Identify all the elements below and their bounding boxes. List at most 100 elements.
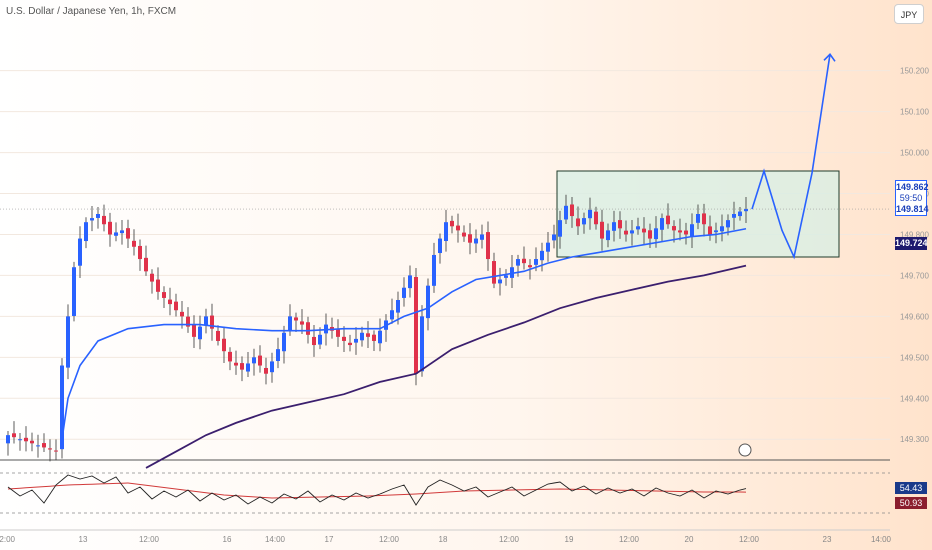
- candle-body: [246, 363, 250, 372]
- candle-body: [264, 367, 268, 374]
- candle-body: [510, 267, 514, 278]
- x-tick-label: 14:00: [871, 535, 892, 544]
- candle-body: [558, 220, 562, 237]
- rsi-ma-line: [7, 482, 747, 499]
- candle-body: [192, 324, 196, 337]
- candle-body: [186, 316, 190, 327]
- candle-body: [96, 214, 100, 218]
- candle-body: [720, 226, 724, 232]
- candle-body: [666, 215, 670, 225]
- candle-body: [108, 221, 112, 235]
- candle-body: [114, 232, 118, 236]
- candle-body: [30, 440, 34, 444]
- candle-body: [102, 215, 106, 225]
- arrow-head: [823, 53, 836, 62]
- candle-body: [600, 221, 604, 239]
- candle-body: [480, 234, 484, 240]
- candle-body: [660, 218, 664, 230]
- candle-body: [684, 230, 688, 235]
- candle-body: [648, 230, 652, 239]
- candle-body: [504, 275, 508, 278]
- candle-body: [576, 218, 580, 227]
- candle-body: [636, 226, 640, 230]
- y-tick-label: 149.400: [900, 394, 929, 403]
- candle-body: [132, 240, 136, 247]
- event-marker-icon[interactable]: [738, 443, 752, 457]
- candle-body: [180, 311, 184, 317]
- candle-body: [24, 437, 28, 442]
- candle-body: [48, 448, 52, 450]
- sma-badge: 149.724: [895, 237, 928, 250]
- candle-body: [138, 245, 142, 260]
- candle-body: [528, 265, 532, 268]
- candle-body: [606, 230, 610, 241]
- candle-body: [318, 334, 322, 345]
- candle-body: [228, 351, 232, 362]
- candle-body: [564, 205, 568, 220]
- candle-body: [516, 259, 520, 266]
- candle-body: [594, 211, 598, 225]
- candle-body: [522, 258, 526, 264]
- sma-line: [145, 264, 747, 469]
- y-tick-label: 149.300: [900, 435, 929, 444]
- candle-body: [306, 322, 310, 335]
- bar-countdown: 59:50: [899, 193, 923, 203]
- candle-body: [276, 349, 280, 362]
- candle-body: [396, 300, 400, 313]
- candle-body: [60, 365, 64, 450]
- candle-body: [738, 211, 742, 217]
- candle-body: [642, 228, 646, 233]
- candle-body: [420, 316, 424, 372]
- candle-body: [432, 254, 436, 286]
- candle-body: [270, 361, 274, 373]
- rsi-badge: 54.43: [895, 482, 927, 494]
- ema-value: 149.814: [896, 204, 929, 214]
- candle-body: [546, 242, 550, 252]
- candle-body: [372, 334, 376, 341]
- candle-body: [168, 299, 172, 305]
- candle-body: [300, 321, 304, 325]
- candle-body: [672, 226, 676, 231]
- candle-body: [552, 234, 556, 241]
- x-tick-label: 12:00: [739, 535, 760, 544]
- x-tick-label: 14:00: [265, 535, 286, 544]
- candle-body: [726, 220, 730, 228]
- candle-body: [294, 317, 298, 321]
- x-tick-label: 12:00: [499, 535, 520, 544]
- candle-body: [144, 257, 148, 272]
- candle-body: [696, 214, 700, 223]
- candle-body: [630, 230, 634, 234]
- candle-body: [390, 310, 394, 320]
- current-price-value: 149.862: [896, 182, 929, 192]
- candle-body: [72, 267, 76, 316]
- candle-body: [378, 330, 382, 344]
- currency-button[interactable]: JPY: [894, 4, 924, 24]
- candle-body: [444, 222, 448, 241]
- candle-body: [342, 336, 346, 341]
- candle-body: [732, 214, 736, 218]
- y-tick-label: 149.600: [900, 312, 929, 321]
- candle-body: [336, 328, 340, 337]
- candle-body: [360, 332, 364, 341]
- candle-body: [570, 204, 574, 217]
- candle-body: [540, 250, 544, 261]
- candle-body: [198, 326, 202, 340]
- y-tick-label: 150.000: [900, 149, 929, 158]
- candle-body: [702, 213, 706, 225]
- candle-body: [744, 209, 748, 212]
- candle-body: [456, 225, 460, 231]
- candle-body: [678, 230, 682, 233]
- candle-body: [90, 218, 94, 221]
- candle-body: [438, 238, 442, 254]
- candle-body: [258, 355, 262, 366]
- candle-body: [486, 232, 490, 260]
- x-tick-label: 18: [439, 535, 448, 544]
- projection-path: [751, 54, 831, 260]
- x-tick-label: 13: [79, 535, 88, 544]
- candle-body: [654, 228, 658, 240]
- candle-body: [690, 224, 694, 237]
- x-tick-label: 19: [565, 535, 574, 544]
- candle-body: [462, 232, 466, 237]
